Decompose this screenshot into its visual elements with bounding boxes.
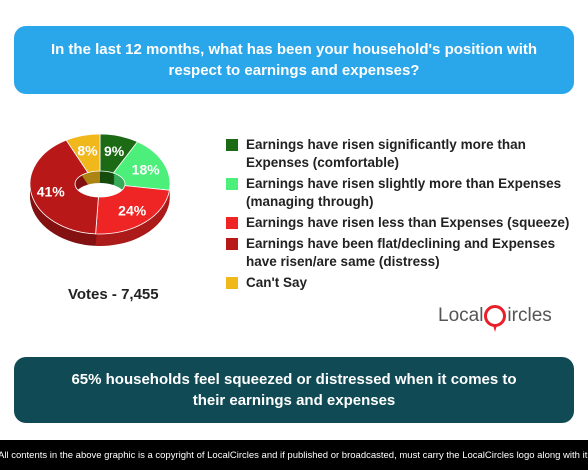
legend-swatch — [226, 139, 238, 151]
legend-swatch — [226, 238, 238, 250]
localcircles-logo: Local ircles — [438, 298, 568, 334]
slice-cant-say — [65, 133, 101, 174]
logo-text-local: Local — [438, 305, 484, 326]
slice-distress — [29, 139, 99, 235]
legend-swatch — [226, 277, 238, 289]
legend-swatch — [226, 178, 238, 190]
logo-text-circles: ircles — [507, 305, 552, 326]
question-text: In the last 12 months, what has been you… — [50, 41, 538, 79]
legend-item-cant-say: Can't Say — [226, 274, 576, 292]
legend-label: Can't Say — [246, 275, 307, 290]
chart-legend: Earnings have risen significantly more t… — [226, 136, 576, 295]
legend-label: Earnings have been flat/declining and Ex… — [246, 236, 556, 269]
slice-squeeze — [95, 185, 170, 235]
slice-label-managing: 18% — [132, 161, 161, 177]
slice-managing — [112, 141, 171, 191]
legend-label: Earnings have risen less than Expenses (… — [246, 215, 570, 230]
slice-label-squeeze: 24% — [118, 203, 147, 219]
slice-label-cant-say: 8% — [77, 143, 98, 159]
question-banner: In the last 12 months, what has been you… — [14, 26, 574, 94]
legend-item-distress: Earnings have been flat/declining and Ex… — [226, 235, 576, 271]
legend-label: Earnings have risen significantly more t… — [246, 137, 526, 170]
votes-label: Votes - 7,455 — [68, 286, 159, 303]
slice-label-distress: 41% — [37, 184, 66, 200]
map-pin-icon — [484, 305, 507, 332]
legend-item-comfortable: Earnings have risen significantly more t… — [226, 136, 576, 172]
finding-banner: 65% households feel squeezed or distress… — [14, 357, 574, 423]
legend-swatch — [226, 217, 238, 229]
finding-text: 65% households feel squeezed or distress… — [71, 371, 517, 409]
copyright-footer: All contents in the above graphic is a c… — [0, 440, 588, 470]
legend-item-squeeze: Earnings have risen less than Expenses (… — [226, 214, 576, 232]
legend-label: Earnings have risen slightly more than E… — [246, 176, 562, 209]
legend-item-managing: Earnings have risen slightly more than E… — [226, 175, 576, 211]
slice-label-comfortable: 9% — [104, 143, 125, 159]
donut-chart: 9% 18% 24% 41% 8% — [29, 133, 171, 246]
